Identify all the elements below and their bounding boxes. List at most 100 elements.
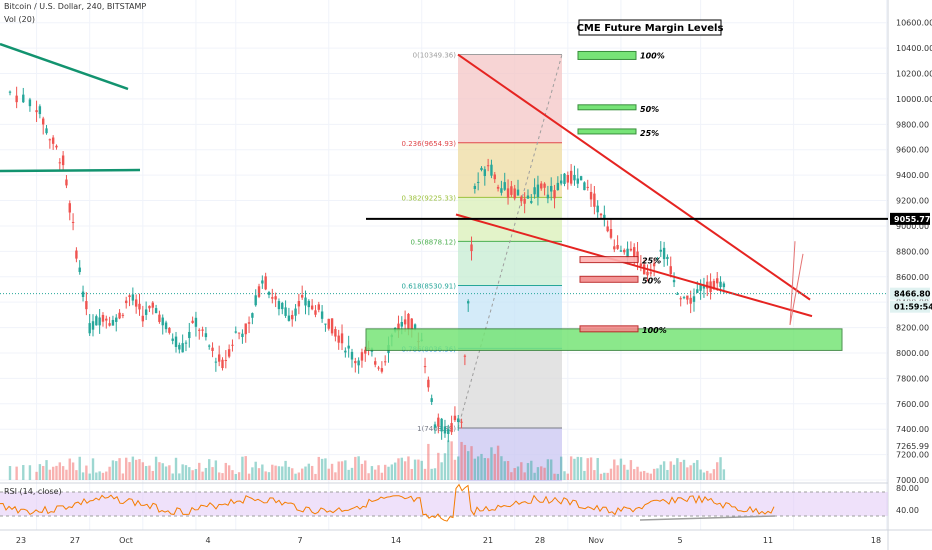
volume-bar <box>264 471 267 480</box>
volume-bar <box>403 461 407 480</box>
candle-body <box>543 183 546 188</box>
volume-bar <box>304 466 307 480</box>
candle-body <box>327 318 330 329</box>
candle-body <box>463 355 467 357</box>
volume-bar <box>543 467 546 480</box>
candle-body <box>91 321 95 330</box>
volume-bar <box>101 472 105 480</box>
candle-body <box>158 314 161 322</box>
last-price-label: 8466.80 <box>894 290 931 299</box>
candle-body <box>330 318 334 334</box>
volume-bar <box>520 462 523 480</box>
candle-body <box>493 174 496 180</box>
volume-bar <box>536 467 540 480</box>
volume-bar <box>719 457 722 480</box>
volume-bar <box>281 466 284 480</box>
volume-bar <box>45 460 48 480</box>
volume-bar <box>370 466 374 480</box>
trend-drawings: CME Future Margin Levels 100% 50% 25% 25% 50%… <box>0 19 888 351</box>
volume-bar <box>387 466 390 480</box>
candle-body <box>234 331 237 333</box>
volume-bar <box>473 458 477 480</box>
candle-body <box>457 418 460 423</box>
volume-bar <box>480 453 483 480</box>
candle-body <box>520 196 523 202</box>
volume-bar <box>208 459 211 480</box>
volume-bar <box>154 456 158 480</box>
candle-body <box>314 310 317 315</box>
candle-body <box>178 344 181 350</box>
volume-bar <box>241 456 244 480</box>
volume-bar <box>75 470 78 480</box>
candle-body <box>623 249 626 253</box>
margin-level-bar <box>577 104 637 111</box>
candle-body <box>168 327 171 333</box>
volume-bar <box>61 466 65 480</box>
price-tick-label: 9800.00 <box>896 120 929 129</box>
candle-body <box>38 106 42 115</box>
volume-bar <box>201 471 204 480</box>
candle-body <box>473 185 477 190</box>
volume-bar <box>347 469 350 480</box>
volume-bar <box>198 462 201 480</box>
volume-bar <box>98 471 101 480</box>
volume-bar <box>8 466 12 480</box>
candle-body <box>596 205 599 213</box>
date-axis[interactable]: 23 27 Oct 4 7 14 21 28 Nov 5 11 18 <box>16 536 881 545</box>
volume-bar <box>324 458 327 480</box>
candle-body <box>613 246 616 250</box>
rsi-divergence-arrow <box>639 515 776 521</box>
candle-body <box>141 315 145 322</box>
candle-body <box>134 299 138 307</box>
volume-bar <box>327 468 330 480</box>
volume-bar <box>340 461 344 480</box>
candle-body <box>257 286 261 297</box>
price-axis[interactable]: 10600.00 10400.00 10200.00 10000.00 9800.00 9… <box>890 19 932 485</box>
volume-bar <box>540 466 543 480</box>
date-tick-label: 28 <box>535 536 545 545</box>
candle-body <box>589 192 593 200</box>
candle-body <box>22 94 25 103</box>
volume-bar <box>559 456 563 480</box>
candle-body <box>629 248 633 251</box>
volume-bar <box>55 465 58 480</box>
last-price-label-tag <box>890 287 930 300</box>
rsi-tick-label: 80.00 <box>896 484 919 493</box>
candle-body <box>513 188 516 199</box>
candle-body <box>105 318 108 321</box>
candle-body <box>536 184 540 198</box>
candle-body <box>334 329 337 337</box>
fib-label: 0.618(8530.91) <box>402 283 457 291</box>
margin-level-label: 100% <box>640 51 665 60</box>
candle-body <box>111 319 115 326</box>
candle-body <box>676 293 679 295</box>
margin-level-bar <box>579 275 639 283</box>
volume-bar <box>91 458 95 480</box>
candle-body <box>154 308 158 314</box>
candle-body <box>702 285 706 289</box>
rsi-pane: RSI (14, close) 80.00 40.00 <box>0 483 919 522</box>
candle-body <box>214 361 218 363</box>
fib-zone <box>458 142 562 198</box>
candle-body <box>374 361 377 365</box>
candle-body <box>118 312 121 319</box>
volume-bar <box>437 452 440 480</box>
volume-bar <box>652 468 656 480</box>
candle-body <box>649 272 653 274</box>
candle-body <box>413 324 417 329</box>
volume-bar <box>274 465 277 480</box>
candle-body <box>672 280 676 283</box>
volume-bar <box>506 460 510 480</box>
volume-bar <box>669 461 672 480</box>
volume-bar <box>516 466 520 480</box>
volume-bar <box>659 464 662 480</box>
date-tick-label: 5 <box>677 536 682 545</box>
margin-level-bar <box>577 50 637 60</box>
candle-body <box>593 193 596 207</box>
fib-trend-line <box>457 54 563 429</box>
candle-body <box>410 318 413 330</box>
candle-body <box>360 352 364 361</box>
date-tick-label: 11 <box>763 536 773 545</box>
volume-bar <box>467 451 470 480</box>
